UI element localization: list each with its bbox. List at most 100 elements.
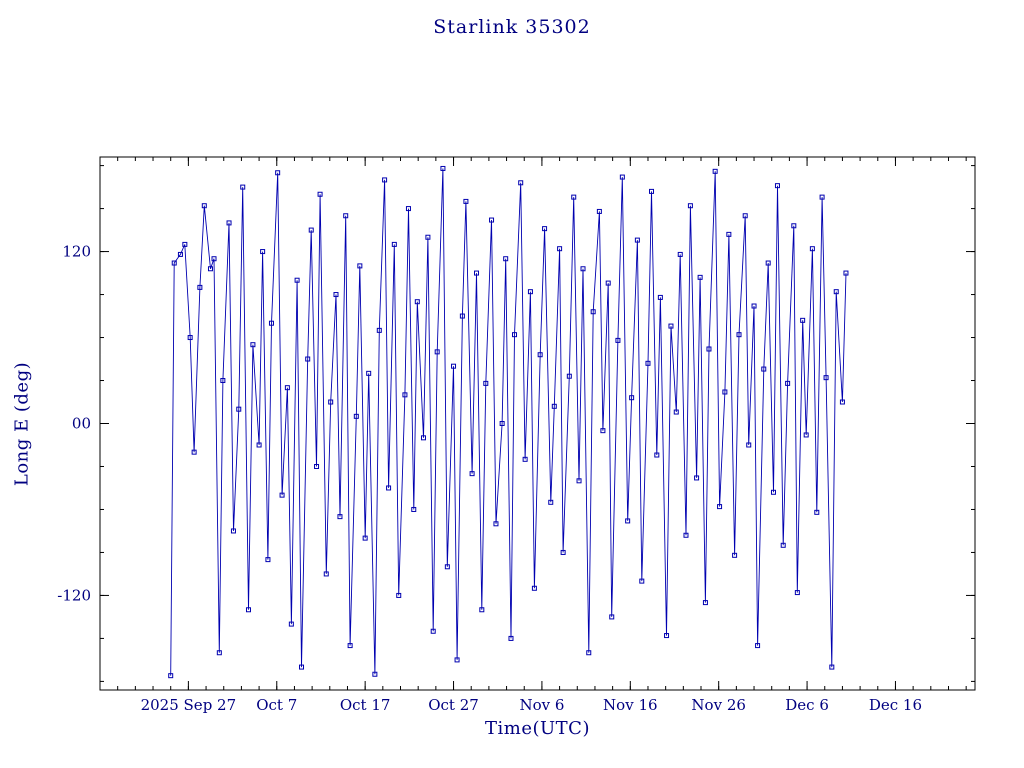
data-marker bbox=[171, 260, 177, 266]
data-marker bbox=[220, 378, 226, 384]
data-marker bbox=[654, 452, 660, 458]
data-marker bbox=[265, 557, 271, 563]
data-marker bbox=[230, 528, 236, 534]
data-marker bbox=[353, 413, 359, 419]
y-tick-label: 00 bbox=[72, 415, 91, 433]
data-marker bbox=[765, 260, 771, 266]
data-marker bbox=[396, 592, 402, 598]
data-marker bbox=[459, 313, 465, 319]
data-marker bbox=[843, 270, 849, 276]
x-tick-label: Dec 16 bbox=[869, 696, 922, 714]
x-tick-label: Nov 6 bbox=[519, 696, 564, 714]
data-marker bbox=[785, 380, 791, 386]
x-axis-title: Time(UTC) bbox=[485, 718, 590, 739]
x-tick-label: 2025 Sep 27 bbox=[141, 696, 237, 714]
data-marker bbox=[343, 213, 349, 219]
data-marker bbox=[294, 277, 300, 283]
data-marker bbox=[586, 650, 592, 656]
data-marker bbox=[619, 174, 625, 180]
data-marker bbox=[451, 363, 457, 369]
data-marker bbox=[755, 643, 761, 649]
data-marker bbox=[697, 274, 703, 280]
data-marker bbox=[803, 432, 809, 438]
tick-labels: 2025 Sep 27 Oct 7 Oct 17 Oct 27 Nov 6 Nov 16 N… bbox=[57, 243, 922, 714]
data-marker bbox=[625, 518, 631, 524]
data-marker bbox=[566, 373, 572, 379]
data-marker bbox=[673, 409, 679, 415]
data-marker bbox=[489, 217, 495, 223]
data-marker bbox=[590, 309, 596, 315]
data-marker bbox=[761, 366, 767, 372]
data-marker bbox=[382, 177, 388, 183]
data-marker bbox=[791, 223, 797, 229]
data-marker bbox=[236, 406, 242, 412]
data-marker bbox=[187, 335, 193, 341]
data-marker bbox=[794, 590, 800, 596]
data-marker bbox=[736, 332, 742, 338]
data-marker bbox=[411, 506, 417, 512]
data-marker bbox=[576, 478, 582, 484]
data-marker bbox=[531, 585, 537, 591]
data-marker bbox=[542, 226, 548, 232]
data-series bbox=[168, 165, 849, 679]
data-marker bbox=[746, 442, 752, 448]
data-marker bbox=[657, 294, 663, 300]
y-tick-label: 120 bbox=[62, 243, 91, 261]
data-marker bbox=[668, 323, 674, 329]
data-marker bbox=[317, 191, 323, 197]
data-marker bbox=[256, 442, 262, 448]
data-marker bbox=[596, 208, 602, 214]
data-marker bbox=[499, 421, 505, 426]
data-marker bbox=[240, 184, 246, 190]
data-marker bbox=[645, 360, 651, 366]
data-marker bbox=[829, 664, 835, 670]
data-marker bbox=[357, 263, 363, 269]
data-marker bbox=[560, 549, 566, 555]
data-marker bbox=[391, 241, 397, 247]
data-marker bbox=[493, 521, 499, 527]
data-marker bbox=[177, 251, 183, 257]
data-marker bbox=[402, 392, 408, 398]
data-marker bbox=[463, 198, 469, 204]
data-marker bbox=[275, 170, 281, 176]
data-marker bbox=[800, 317, 806, 323]
data-marker bbox=[425, 234, 431, 240]
data-marker bbox=[609, 614, 615, 620]
data-marker bbox=[483, 380, 489, 386]
data-marker bbox=[634, 237, 640, 243]
data-marker bbox=[323, 571, 329, 577]
data-marker bbox=[314, 463, 320, 469]
data-marker bbox=[557, 246, 563, 252]
data-marker bbox=[774, 183, 780, 189]
data-marker bbox=[226, 220, 232, 226]
x-tick-label: Oct 27 bbox=[428, 696, 479, 714]
data-marker bbox=[474, 270, 480, 276]
data-marker bbox=[362, 535, 368, 541]
data-marker bbox=[615, 337, 621, 343]
data-line bbox=[170, 168, 847, 676]
data-marker bbox=[839, 399, 845, 405]
data-marker bbox=[191, 449, 197, 455]
y-tick-label: -120 bbox=[57, 586, 91, 604]
data-marker bbox=[245, 607, 251, 613]
data-marker bbox=[414, 299, 420, 305]
data-marker bbox=[305, 356, 311, 362]
data-marker bbox=[337, 514, 343, 520]
plot-frame bbox=[99, 156, 976, 691]
data-marker bbox=[687, 203, 693, 209]
data-marker bbox=[809, 246, 815, 252]
x-tick-label: Nov 16 bbox=[603, 696, 658, 714]
data-marker bbox=[605, 280, 611, 286]
chart-title: Starlink 35302 bbox=[433, 16, 591, 38]
data-marker bbox=[551, 403, 557, 409]
data-marker bbox=[664, 633, 670, 639]
data-marker bbox=[527, 289, 533, 295]
data-marker bbox=[694, 475, 700, 481]
data-marker bbox=[833, 289, 839, 295]
data-marker bbox=[268, 320, 274, 326]
data-marker bbox=[347, 643, 353, 649]
data-marker bbox=[279, 492, 285, 498]
data-marker bbox=[284, 385, 290, 391]
data-marker bbox=[201, 203, 207, 209]
